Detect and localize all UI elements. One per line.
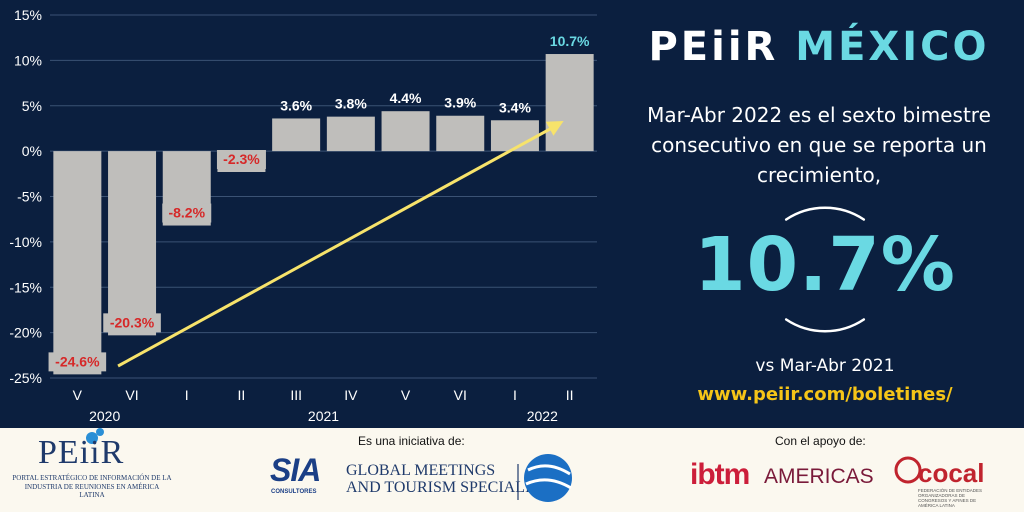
data-label-background <box>48 352 107 372</box>
comparison-text: vs Mar-Abr 2021 <box>755 356 895 376</box>
y-tick-label: 0% <box>22 143 42 159</box>
y-tick-label: 15% <box>14 7 42 23</box>
sia-logo-subtitle: CONSULTORES <box>271 489 317 495</box>
year-label: 2022 <box>527 408 558 424</box>
infographic-panel: -24.6% -20.3% -8.2% -2.3% 3.6% 3.8% 4.4% 3.9% 3.… <box>9 7 1024 424</box>
sponsor-footer: PEiiR PORTAL ESTRATÉGICO DE INFORMACIÓN … <box>0 428 1024 512</box>
y-tick-label: -15% <box>9 279 42 295</box>
y-tick-label: -20% <box>9 325 42 341</box>
data-label: -20.3% <box>110 314 155 330</box>
ibtm-americas-text: AMERICAS <box>764 465 874 488</box>
x-tick-label: VI <box>454 387 467 403</box>
ibtm-logo: ibtm <box>690 458 750 491</box>
trend-arrow-head <box>545 121 564 136</box>
x-tick-label: II <box>566 387 574 403</box>
x-tick-label: VI <box>125 387 138 403</box>
x-tick-label: III <box>290 387 302 403</box>
x-tick-label: I <box>513 387 517 403</box>
x-tick-label: I <box>185 387 189 403</box>
cocal-map-icon <box>894 456 922 484</box>
headline-country: MÉXICO <box>795 24 990 70</box>
bar <box>436 115 485 152</box>
data-label: -8.2% <box>168 205 205 221</box>
bar <box>490 120 539 152</box>
description-text: Mar-Abr 2022 es el sexto bimestre consec… <box>647 103 991 187</box>
global-meetings-logo-text: GLOBAL MEETINGS AND TOURISM SPECIALISTS <box>346 462 558 496</box>
data-labels: -24.6% -20.3% -8.2% -2.3% 3.6% 3.8% 4.4% 3.9% 3.… <box>48 33 590 372</box>
bar <box>381 111 430 152</box>
bars <box>53 54 594 375</box>
x-tick-label: V <box>401 387 411 403</box>
data-label: 3.8% <box>335 96 367 112</box>
y-tick-label: -10% <box>9 234 42 250</box>
trend-arrow-line <box>117 125 555 368</box>
data-label-background <box>103 313 161 333</box>
trend-arrow <box>117 121 564 368</box>
support-caption: Con el apoyo de: <box>775 434 866 448</box>
gm-line-1: GLOBAL MEETINGS <box>346 462 496 479</box>
peiir-logo-text: PEiiR <box>38 434 125 471</box>
cocal-logo-subtitle: FEDERACIÓN DE ENTIDADES ORGANIZADORAS DE… <box>918 488 983 508</box>
sia-logo: SIA <box>270 452 321 488</box>
data-label: -2.3% <box>223 151 260 167</box>
headline: PEiiR MÉXICO <box>614 24 1024 70</box>
initiative-caption: Es una iniciativa de: <box>358 434 465 448</box>
x-axis-ticks: V VI I II III IV V VI I II <box>73 387 574 403</box>
bar <box>53 151 102 375</box>
gm-line-2: AND TOURISM SPECIALISTS <box>346 479 558 496</box>
data-label: 4.4% <box>390 90 422 106</box>
x-tick-label: II <box>238 387 246 403</box>
website-link[interactable]: www.peiir.com/boletines/ <box>697 384 953 405</box>
y-tick-label: 10% <box>14 52 42 68</box>
peiir-logo-subtitle: PORTAL ESTRATÉGICO DE INFORMACIÓN DE LA … <box>12 474 172 499</box>
peiir-logo-icon <box>86 428 104 444</box>
data-label: 3.4% <box>499 99 531 115</box>
headline-brand: PEiiR <box>648 24 796 70</box>
y-tick-label: 5% <box>22 98 42 114</box>
bar <box>272 118 321 152</box>
data-label: -24.6% <box>55 353 100 369</box>
data-label: 3.9% <box>444 95 476 111</box>
year-label: 2020 <box>89 408 120 424</box>
data-label-background <box>216 149 266 169</box>
data-label: 10.7% <box>550 33 590 49</box>
bar <box>108 151 157 336</box>
highlight-ring <box>784 206 866 333</box>
bar-chart: -24.6% -20.3% -8.2% -2.3% 3.6% 3.8% 4.4% 3.9% 3.… <box>9 7 597 424</box>
cocal-logo: cocal <box>918 458 985 488</box>
year-label: 2021 <box>308 408 339 424</box>
data-label-background <box>162 203 212 223</box>
year-labels: 2020 2021 2022 <box>89 408 558 424</box>
globe-icon <box>524 454 572 502</box>
data-label: 3.6% <box>280 97 312 113</box>
x-tick-label: IV <box>344 387 358 403</box>
y-tick-label: -25% <box>9 370 42 386</box>
highlight-value: 10.7% <box>694 222 956 308</box>
y-tick-label: -5% <box>17 189 42 205</box>
y-axis-ticks: 15% 10% 5% 0% -5% -10% -15% -20% -25% <box>9 7 42 386</box>
bar <box>326 116 375 152</box>
x-tick-label: V <box>73 387 83 403</box>
